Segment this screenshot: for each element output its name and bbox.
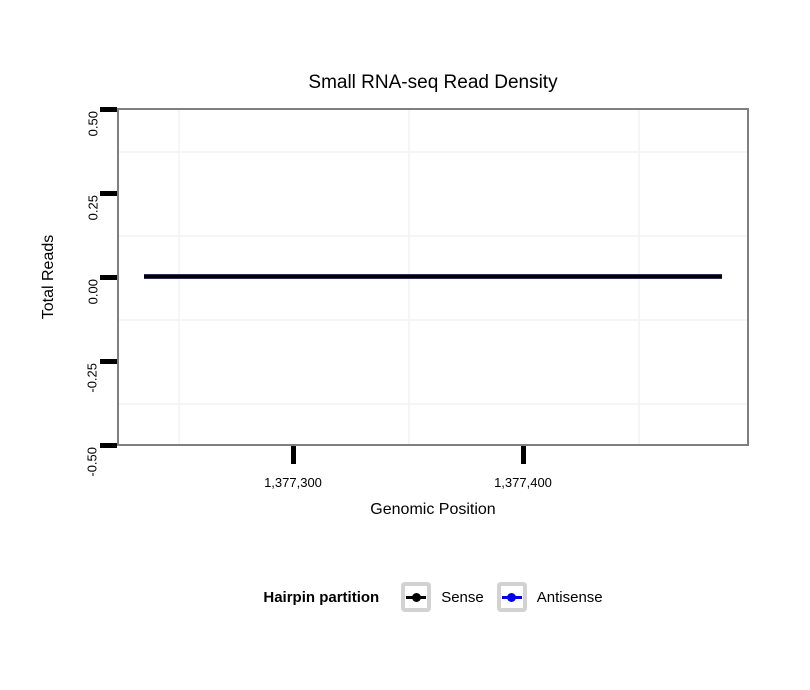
legend-key-sense — [401, 582, 432, 612]
y-tick-label: 0.50 — [85, 111, 100, 137]
antisense-point-swatch — [507, 592, 517, 602]
x-tick-label: 1,377,300 — [264, 475, 322, 490]
chart-title: Small RNA-seq Read Density — [308, 72, 558, 93]
legend-key-antisense — [496, 582, 527, 612]
legend: Hairpin partition Sense Antisense — [117, 581, 749, 613]
minor-gridline-horizontal — [119, 403, 747, 405]
minor-gridline-horizontal — [119, 319, 747, 321]
x-tick-label: 1,377,400 — [494, 475, 552, 490]
y-tick-label: 0.25 — [85, 195, 100, 221]
x-tick-mark — [291, 446, 296, 464]
x-axis-title: Genomic Position — [370, 501, 496, 518]
legend-label-antisense: Antisense — [536, 588, 603, 606]
read-density-zero-line — [144, 274, 722, 279]
y-tick-mark — [100, 191, 117, 196]
y-tick-mark — [100, 443, 117, 448]
y-tick-mark — [100, 107, 117, 112]
legend-title: Hairpin partition — [263, 588, 380, 606]
minor-gridline-horizontal — [119, 235, 747, 237]
y-tick-label: -0.50 — [85, 447, 100, 477]
sense-point-swatch — [411, 592, 421, 602]
x-tick-mark — [521, 446, 526, 464]
y-tick-mark — [100, 359, 117, 364]
y-tick-label: -0.25 — [85, 363, 100, 393]
y-axis-title: Total Reads — [40, 234, 57, 320]
y-tick-label: 0.00 — [85, 279, 100, 305]
legend-label-sense: Sense — [441, 588, 484, 606]
y-tick-mark — [100, 275, 117, 280]
minor-gridline-horizontal — [119, 151, 747, 153]
